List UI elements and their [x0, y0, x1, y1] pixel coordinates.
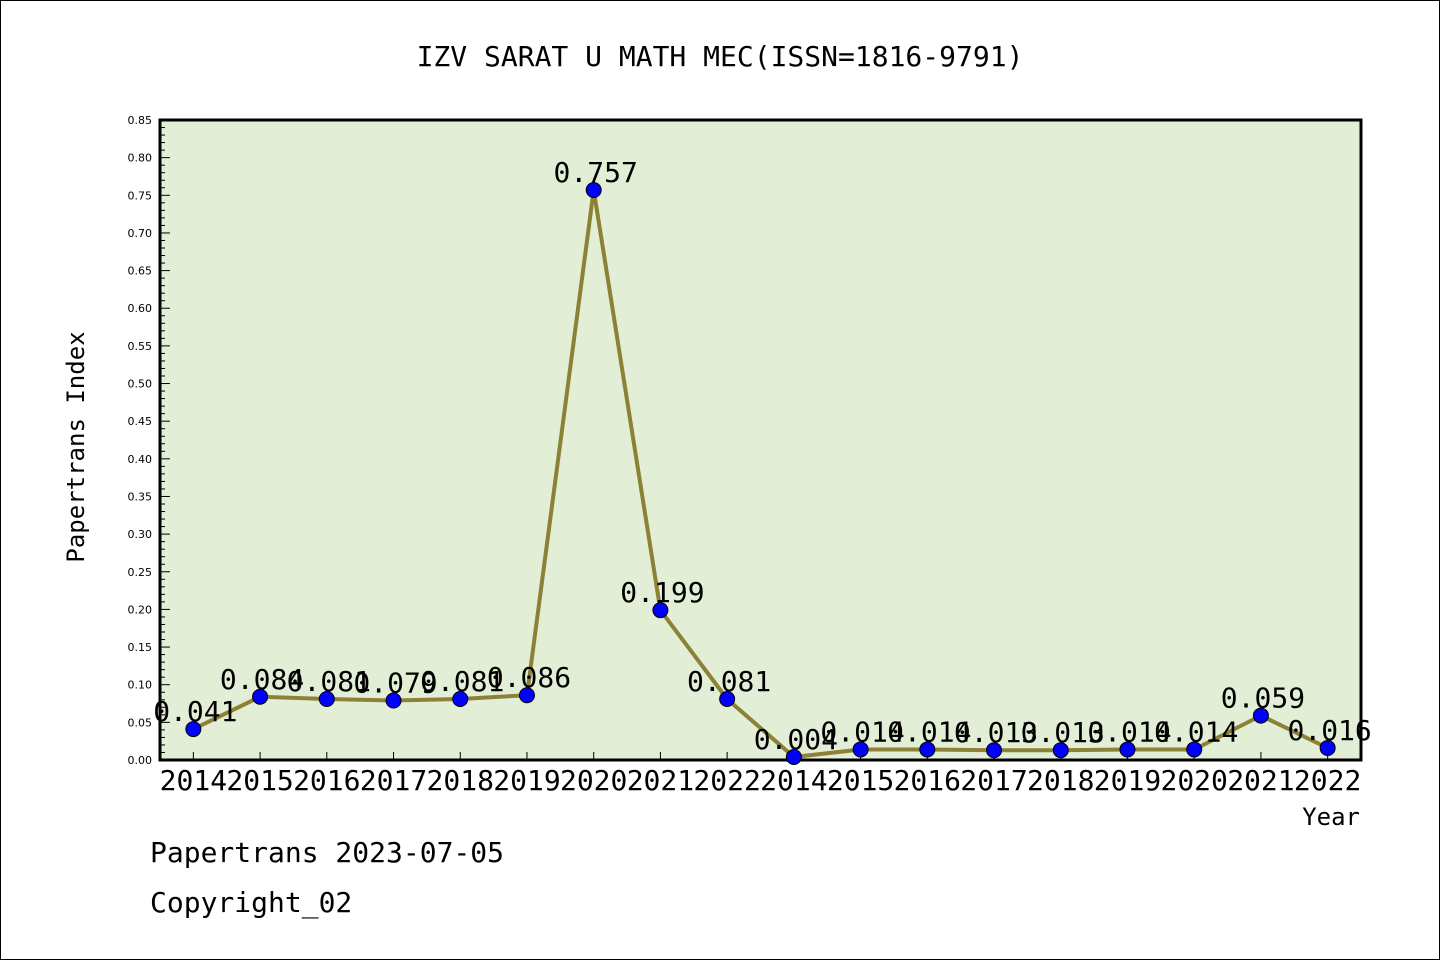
x-tick-label: 2017 — [960, 764, 1027, 797]
x-tick-label: 2016 — [293, 764, 360, 797]
y-tick-label: 0.50 — [128, 378, 153, 391]
data-point — [919, 741, 936, 758]
y-tick-label: 0.10 — [128, 679, 153, 692]
data-point — [518, 687, 535, 704]
data-label: 0.081 — [420, 665, 504, 698]
x-tick-label: 2021 — [1227, 764, 1294, 797]
data-label: 0.014 — [1154, 715, 1238, 748]
y-tick-label: 0.35 — [128, 490, 153, 503]
data-point — [652, 602, 669, 619]
x-tick-label: 2019 — [493, 764, 560, 797]
x-tick-label: 2020 — [560, 764, 627, 797]
data-point — [585, 182, 602, 199]
x-tick-label: 2018 — [1027, 764, 1094, 797]
data-labels: 0.0410.0840.0810.0790.0810.0860.7570.199… — [153, 156, 1372, 756]
x-tick-label: 2016 — [894, 764, 961, 797]
y-tick-label: 0.45 — [128, 415, 153, 428]
data-label: 0.079 — [353, 667, 437, 700]
y-tick-label: 0.85 — [128, 114, 153, 127]
footer-copyright: Copyright_02 — [150, 886, 353, 919]
data-label: 0.086 — [487, 661, 571, 694]
data-point — [385, 692, 402, 709]
x-tick-label: 2018 — [427, 764, 494, 797]
data-point — [719, 691, 736, 708]
x-tick-label: 2015 — [226, 764, 293, 797]
x-axis-label: Year — [1302, 803, 1360, 831]
data-label: 0.199 — [620, 576, 704, 609]
y-tick-label: 0.00 — [128, 754, 153, 767]
data-label: 0.757 — [554, 156, 638, 189]
x-tick-label: 2014 — [160, 764, 227, 797]
y-axis-label: Papertrans Index — [62, 331, 90, 562]
data-label: 0.016 — [1287, 714, 1371, 747]
x-tick-label: 2014 — [760, 764, 827, 797]
x-tick-label: 2015 — [827, 764, 894, 797]
data-point — [1319, 739, 1336, 756]
series-markers — [185, 182, 1336, 765]
data-point — [785, 748, 802, 765]
footer-date: Papertrans 2023-07-05 — [150, 836, 505, 869]
y-tick-label: 0.25 — [128, 566, 153, 579]
data-label: 0.084 — [220, 663, 304, 696]
x-tick-label: 2017 — [360, 764, 427, 797]
data-point — [1052, 742, 1069, 759]
y-tick-label: 0.20 — [128, 603, 153, 616]
y-axis: 0.00 0.05 0.10 0.15 0.20 0.25 0.30 0.35 0.40 0.45… — [128, 114, 170, 767]
y-tick-label: 0.30 — [128, 528, 153, 541]
data-point — [452, 691, 469, 708]
data-point — [1186, 741, 1203, 758]
x-tick-label: 2022 — [693, 764, 760, 797]
y-tick-label: 0.55 — [128, 340, 153, 353]
y-tick-label: 0.75 — [128, 189, 153, 202]
chart-title: IZV SARAT U MATH MEC(ISSN=1816-9791) — [417, 40, 1024, 73]
data-label: 0.014 — [887, 715, 971, 748]
data-label: 0.004 — [754, 723, 838, 756]
data-point — [1252, 707, 1269, 724]
data-point — [318, 691, 335, 708]
series-line — [192, 188, 1329, 759]
plot-area — [158, 118, 1363, 762]
y-tick-label: 0.65 — [128, 265, 153, 278]
data-point — [852, 741, 869, 758]
data-point — [185, 721, 202, 738]
y-tick-label: 0.60 — [128, 302, 153, 315]
x-tick-label: 2019 — [1094, 764, 1161, 797]
y-tick-label: 0.15 — [128, 641, 153, 654]
data-label: 0.013 — [954, 716, 1038, 749]
data-point — [986, 742, 1003, 759]
data-point — [1119, 741, 1136, 758]
y-tick-label: 0.80 — [128, 152, 153, 165]
x-tick-label: 2020 — [1160, 764, 1227, 797]
data-label: 0.014 — [820, 715, 904, 748]
x-axis: 2014 2015 2016 2017 2018 2019 2020 2021 2022 2014… — [160, 752, 1361, 797]
data-label: 0.014 — [1087, 715, 1171, 748]
data-label: 0.059 — [1221, 682, 1305, 715]
y-tick-label: 0.40 — [128, 453, 153, 466]
data-label: 0.081 — [287, 665, 371, 698]
data-label: 0.013 — [1021, 716, 1105, 749]
data-point — [252, 688, 269, 705]
data-label: 0.081 — [687, 665, 771, 698]
x-tick-label: 2021 — [627, 764, 694, 797]
y-tick-label: 0.70 — [128, 227, 153, 240]
x-tick-label: 2022 — [1294, 764, 1361, 797]
data-label: 0.041 — [153, 695, 237, 728]
y-tick-label: 0.05 — [128, 716, 153, 729]
